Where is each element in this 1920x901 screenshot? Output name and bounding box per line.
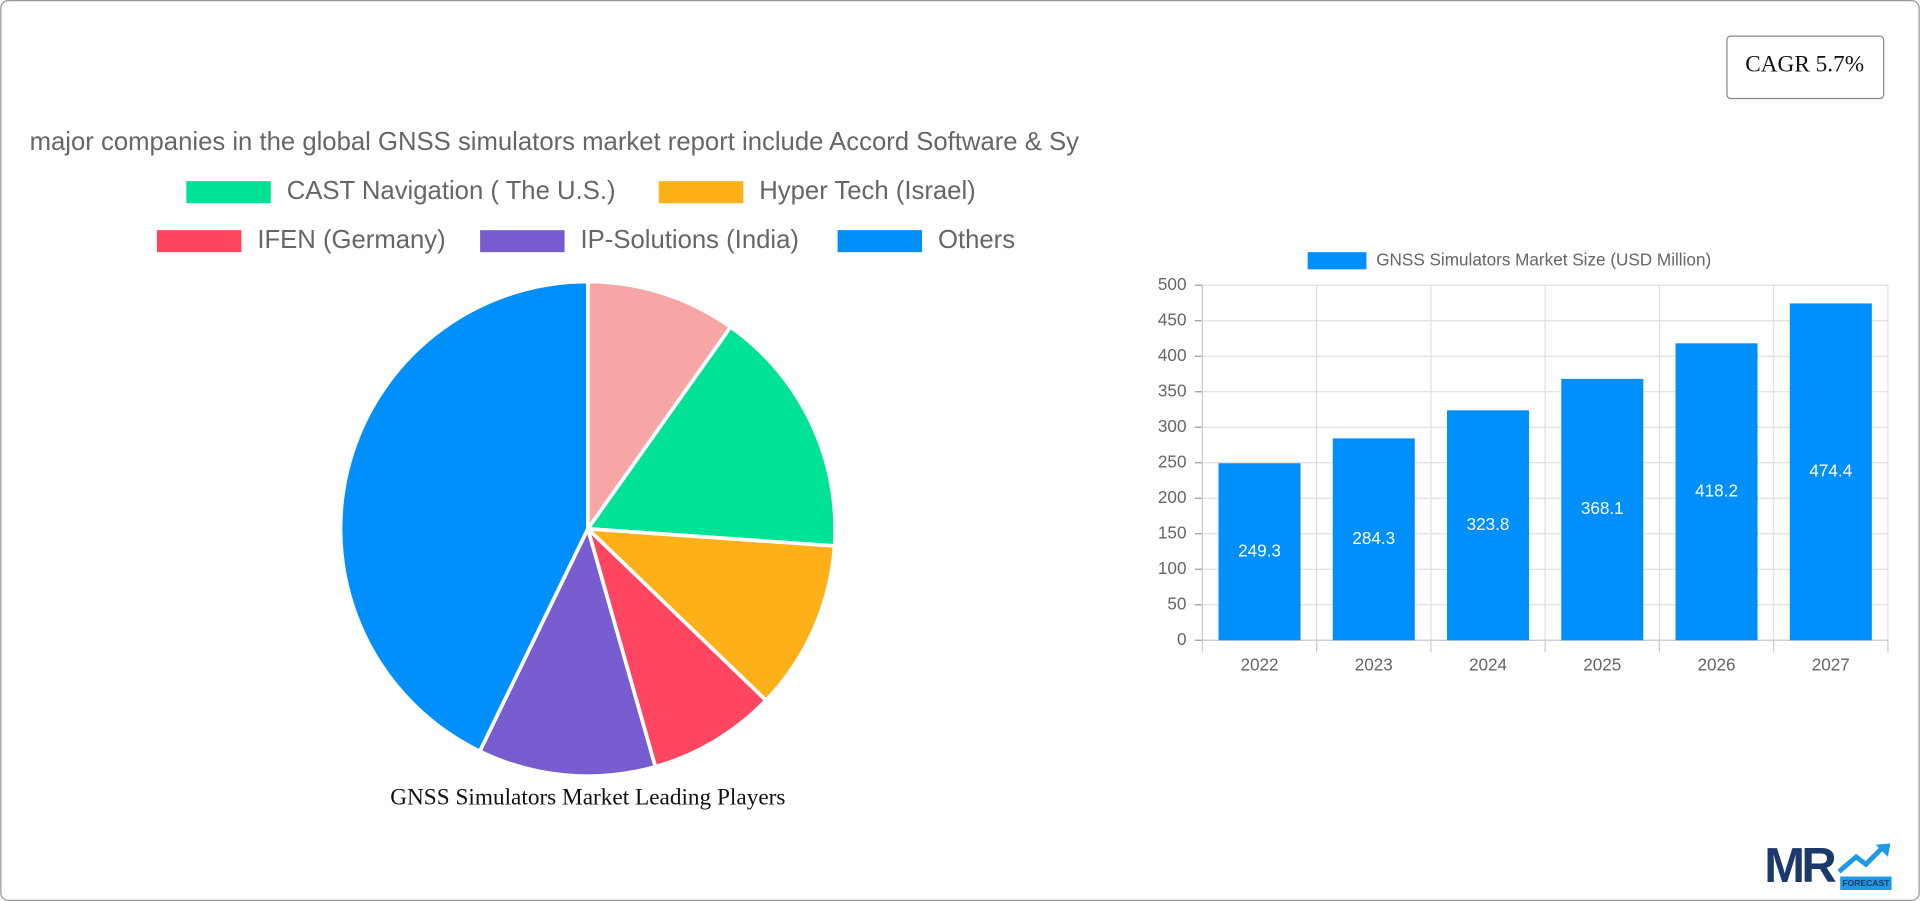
bar xyxy=(1218,463,1301,641)
legend-swatch xyxy=(156,230,242,253)
value-label: 284.3 xyxy=(1352,528,1395,548)
logo-band xyxy=(1840,876,1892,890)
x-tick-label: 2024 xyxy=(1469,654,1508,674)
y-tick-label: 500 xyxy=(1158,274,1187,294)
y-tick-label: 200 xyxy=(1158,487,1187,507)
legend-swatch xyxy=(186,181,271,204)
logo-mark: MR xyxy=(1764,839,1836,893)
legend-label: Hyper Tech (Israel) xyxy=(759,177,976,205)
legend-swatch xyxy=(658,181,744,204)
x-tick-label: 2023 xyxy=(1355,654,1393,674)
x-tick-label: 2022 xyxy=(1240,654,1278,674)
legend-label: Others xyxy=(938,226,1015,254)
logo-arrow xyxy=(1837,845,1885,874)
legend-swatch xyxy=(1307,252,1367,270)
logo-sub: FORECAST xyxy=(1842,878,1890,888)
y-tick-label: 450 xyxy=(1158,309,1187,329)
pie-chart: major companies in the global GNSS simul… xyxy=(30,128,1080,811)
pie-caption: GNSS Simulators Market Leading Players xyxy=(390,785,785,811)
bar xyxy=(1332,438,1415,641)
bar xyxy=(1561,378,1644,641)
cagr-box xyxy=(1726,35,1885,100)
legend-swatch xyxy=(837,230,923,253)
legend-swatch xyxy=(480,230,565,253)
y-tick-label: 400 xyxy=(1158,345,1187,365)
value-label: 368.1 xyxy=(1581,498,1624,518)
bar xyxy=(1789,303,1872,641)
legend-label: IFEN (Germany) xyxy=(257,226,445,254)
y-tick-label: 150 xyxy=(1158,522,1187,542)
y-tick-label: 350 xyxy=(1158,380,1187,400)
value-label: 474.4 xyxy=(1809,460,1852,480)
x-tick-label: 2027 xyxy=(1812,654,1850,674)
legend-label: GNSS Simulators Market Size (USD Million… xyxy=(1376,249,1711,269)
y-tick-label: 250 xyxy=(1158,451,1187,471)
y-tick-label: 0 xyxy=(1177,629,1187,649)
legend-label: IP-Solutions (India) xyxy=(581,226,799,254)
pie-slice xyxy=(582,526,837,703)
bar xyxy=(1447,410,1530,641)
x-tick-label: 2026 xyxy=(1697,654,1735,674)
pie-slice xyxy=(477,523,658,778)
value-label: 249.3 xyxy=(1238,540,1281,560)
x-tick-label: 2025 xyxy=(1583,654,1621,674)
bar-chart: 0 50 100 150 200 250 300 350 400 450 500 GNSS Simul… xyxy=(1158,249,1889,674)
pie-slice xyxy=(584,324,837,548)
cagr-text: CAGR 5.7% xyxy=(1745,51,1864,77)
legend-label: CAST Navigation ( The U.S.) xyxy=(287,177,616,205)
pie-slice xyxy=(584,522,769,770)
legend-label: major companies in the global GNSS simul… xyxy=(30,128,1080,156)
bar xyxy=(1675,343,1758,641)
value-label: 418.2 xyxy=(1695,480,1738,500)
value-label: 323.8 xyxy=(1467,514,1510,534)
y-tick-label: 50 xyxy=(1167,593,1186,613)
y-tick-label: 100 xyxy=(1158,558,1187,578)
y-tick-label: 300 xyxy=(1158,416,1187,436)
pie-slice xyxy=(338,279,590,754)
logo: MR FORECAST xyxy=(1764,839,1892,893)
pie-slice xyxy=(586,279,734,535)
logo-arrowhead xyxy=(1875,843,1891,857)
